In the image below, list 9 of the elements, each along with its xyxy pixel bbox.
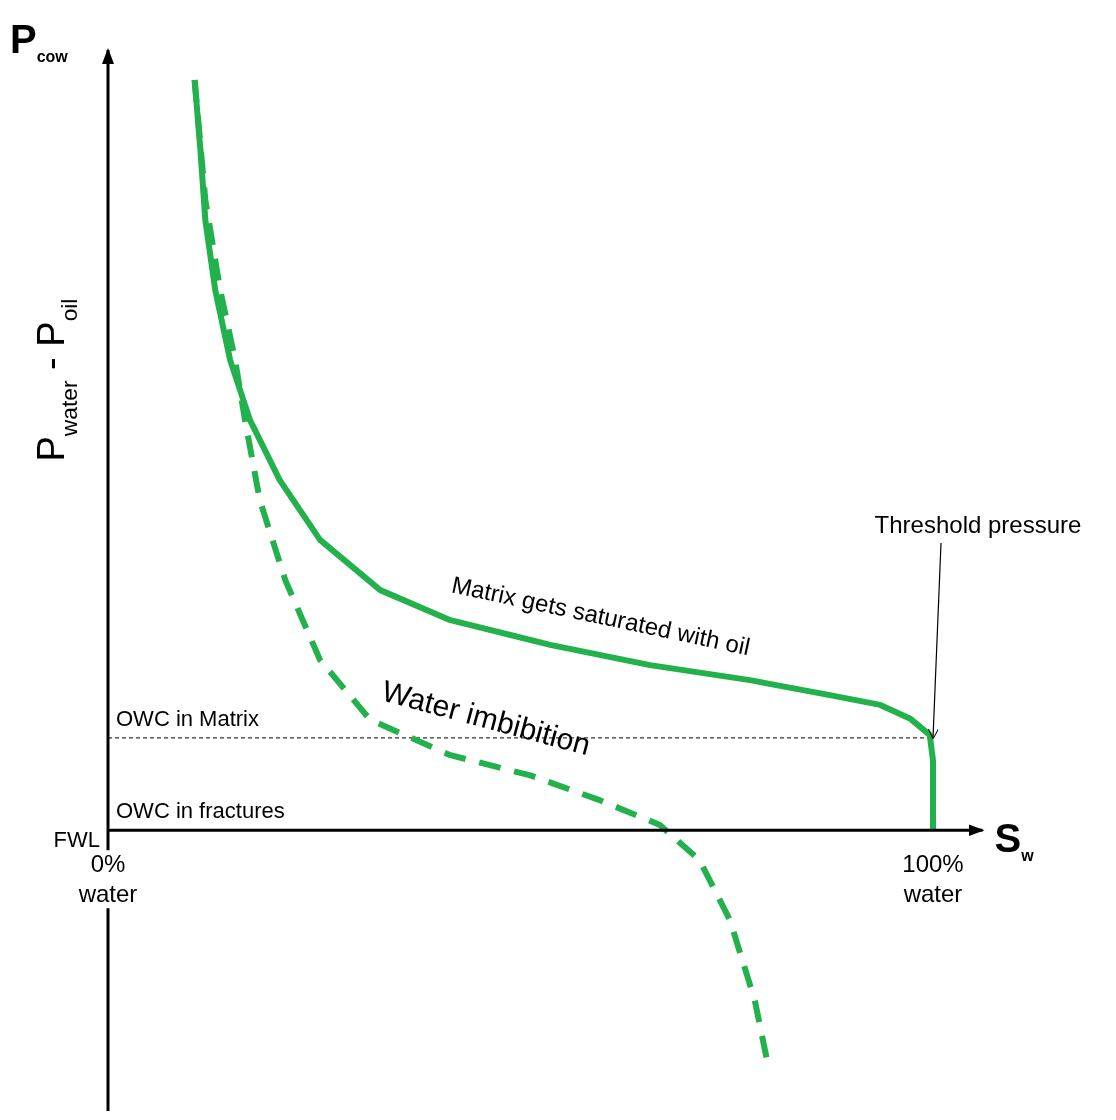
x-axis-title: S$_{w}$: [994, 816, 1035, 864]
ref-line-label: OWC in Matrix: [116, 705, 259, 731]
x-tick-label: 0% water: [77, 850, 138, 908]
x-tick-label: 100% water: [902, 850, 964, 908]
text: Matrix gets saturated with oil: [449, 570, 753, 661]
annotation: OWC in fractures: [116, 798, 285, 824]
chart-title: P$_{cow}$: [10, 17, 69, 65]
annotation: Threshold pressure: [874, 510, 1082, 538]
text: FWL: [53, 827, 100, 853]
